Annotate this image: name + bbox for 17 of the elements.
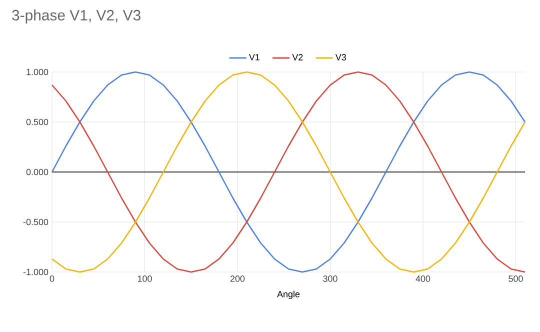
x-tick-label: 300: [323, 276, 338, 282]
line-series: [51, 71, 526, 273]
y-tick-label: 1.000: [26, 68, 48, 76]
legend-label: V3: [335, 54, 346, 60]
y-tick-label: -1.000: [23, 268, 48, 276]
legend-label: V1: [248, 54, 260, 60]
x-axis-title: Angle: [277, 290, 300, 300]
x-tick-label: 200: [230, 276, 245, 282]
x-tick-label: 500: [508, 276, 523, 282]
y-tick-label: 0.500: [26, 118, 48, 126]
legend-label: V2: [292, 54, 303, 60]
x-tick-label: 100: [138, 276, 152, 282]
y-tick-label: 0.000: [26, 168, 48, 176]
x-tick-label: 400: [416, 276, 430, 282]
y-tick-label: -0.500: [23, 218, 48, 226]
chart-title: 3-phase V1, V2, V3: [12, 10, 140, 24]
x-tick-label: 0: [50, 276, 54, 282]
